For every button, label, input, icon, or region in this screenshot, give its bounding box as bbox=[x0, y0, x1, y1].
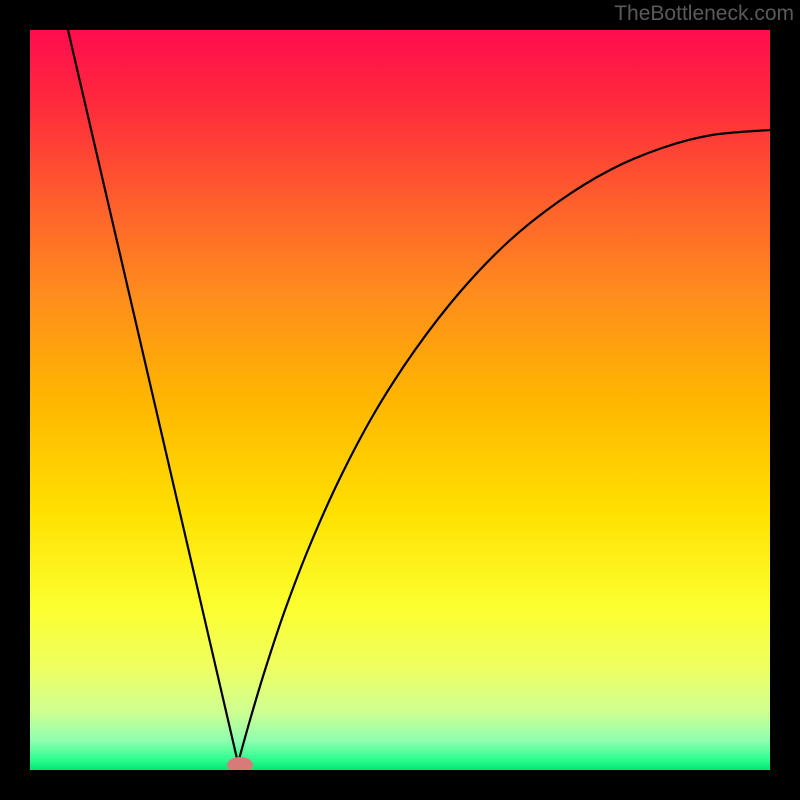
watermark-text: TheBottleneck.com bbox=[614, 2, 794, 26]
curve-left-segment bbox=[68, 30, 238, 763]
bottleneck-curve bbox=[30, 30, 770, 770]
plot-area bbox=[30, 30, 770, 770]
optimal-marker bbox=[227, 757, 253, 770]
curve-right-segment bbox=[238, 130, 770, 763]
